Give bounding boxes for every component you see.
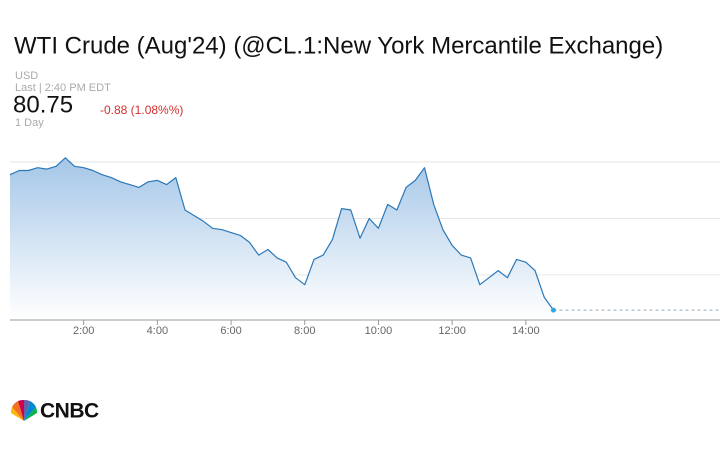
x-tick-label: 14:00 [512, 325, 540, 337]
logo-text: CNBC [40, 400, 99, 423]
x-tick-label: 8:00 [294, 325, 315, 337]
x-tick-label: 6:00 [220, 325, 241, 337]
x-tick-label: 4:00 [147, 325, 168, 337]
price: 80.75 [13, 91, 73, 118]
logo-icon [10, 399, 38, 421]
price-line [9, 157, 554, 311]
price-change: -0.88 (1.08%%) [100, 103, 183, 117]
period: 1 Day [15, 117, 44, 129]
currency: USD [15, 70, 38, 82]
x-tick-label: 2:00 [73, 325, 94, 337]
x-tick-label: 10:00 [365, 325, 393, 337]
last-price-dot [550, 307, 556, 313]
area [10, 157, 554, 320]
chart-title: WTI Crude (Aug'24) (@CL.1:New York Merca… [14, 32, 663, 59]
x-tick-label: 12:00 [438, 325, 466, 337]
last-update: Last | 2:40 PM EDT [15, 82, 111, 94]
